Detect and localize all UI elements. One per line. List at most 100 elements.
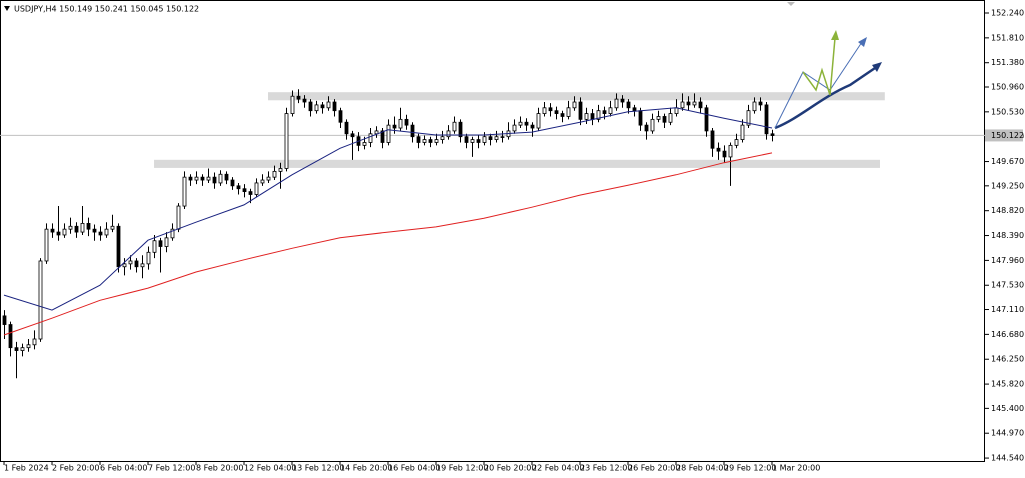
x-tick-label: 16 Feb 04:00: [388, 464, 440, 473]
y-tick-label: 144.540: [991, 454, 1024, 463]
candle-body: [728, 144, 733, 158]
candle-body: [290, 95, 295, 114]
candle-body: [452, 121, 457, 132]
y-tick-label: 148.820: [991, 206, 1024, 215]
candle-body: [416, 136, 421, 143]
x-tick-label: 8 Feb 20:00: [196, 464, 243, 473]
candle-body: [464, 136, 469, 143]
candle-body: [194, 176, 199, 181]
candle-body: [554, 110, 559, 114]
candle-body: [512, 124, 517, 132]
candle-body: [716, 147, 721, 152]
projection-arrows: [774, 30, 882, 130]
menu-arrow: [4, 6, 10, 11]
candle-body: [128, 260, 133, 265]
x-tick-label: 7 Feb 12:00: [148, 464, 195, 473]
candle-body: [548, 107, 553, 112]
candle-body: [146, 251, 151, 265]
candle-body: [734, 139, 739, 146]
candle-body: [26, 344, 31, 349]
last-price-label: 150.122: [991, 131, 1024, 140]
candle-body: [266, 176, 271, 181]
candle-body: [626, 101, 631, 109]
candle-body: [518, 121, 523, 126]
candle-body: [242, 188, 247, 193]
candle-body: [482, 136, 487, 143]
candle-body: [650, 118, 655, 132]
candle-body: [590, 113, 595, 120]
price-zone: [154, 159, 881, 168]
candle-body: [632, 107, 637, 112]
y-tick-label: 147.960: [991, 256, 1024, 265]
candle-body: [182, 176, 187, 207]
x-tick-label: 28 Feb 04:00: [676, 464, 728, 473]
candle-body: [536, 113, 541, 129]
candle-body: [530, 124, 535, 129]
x-tick-label: 22 Feb 04:00: [532, 464, 584, 473]
y-tick-label: 146.680: [991, 330, 1024, 339]
candle-body: [20, 347, 25, 351]
candle-body: [500, 136, 505, 138]
candle-body: [74, 225, 79, 233]
candle-body: [188, 176, 193, 181]
y-tick-label: 151.810: [991, 33, 1024, 42]
candle-body: [116, 225, 121, 268]
candle-body: [446, 130, 451, 138]
candle-body: [602, 110, 607, 114]
candle-body: [110, 225, 115, 230]
y-tick-label: 145.820: [991, 380, 1024, 389]
candle-body: [248, 191, 253, 195]
plot-frame: [0, 0, 985, 462]
candle-body: [680, 101, 685, 109]
candle-body: [458, 121, 463, 138]
candle-body: [278, 168, 283, 172]
candle-body: [8, 324, 13, 349]
candle-body: [140, 263, 145, 268]
y-tick-label: 151.380: [991, 58, 1024, 67]
arrow-head: [831, 30, 839, 40]
candle-body: [368, 133, 373, 143]
candle-body: [44, 228, 49, 262]
y-tick-label: 146.250: [991, 355, 1024, 364]
candle-body: [596, 110, 601, 120]
candle-body: [578, 101, 583, 120]
candle-body: [134, 260, 139, 268]
candle-body: [176, 205, 181, 230]
candle-body: [254, 182, 259, 195]
candle-body: [698, 101, 703, 109]
candle-body: [32, 338, 37, 346]
y-tick-label: 149.670: [991, 157, 1024, 166]
candle-body: [272, 170, 277, 178]
scenario-line: [774, 41, 863, 129]
y-tick-label: 148.390: [991, 231, 1024, 240]
candle-body: [362, 142, 367, 146]
candle-body: [332, 101, 337, 112]
x-tick-label: 23 Feb 12:00: [580, 464, 632, 473]
candle-body: [206, 176, 211, 181]
trend-arrow: [774, 64, 879, 130]
y-tick-label: 152.240: [991, 9, 1024, 18]
candle-body: [230, 179, 235, 187]
candle-body: [644, 124, 649, 132]
candle-body: [566, 107, 571, 117]
candle-body: [50, 228, 55, 233]
last-price-box: [985, 129, 1023, 142]
y-tick-label: 144.970: [991, 429, 1024, 438]
candle-body: [350, 133, 355, 138]
candle-body: [638, 110, 643, 126]
candle-body: [236, 185, 241, 190]
candle-body: [212, 176, 217, 184]
candle-body: [164, 237, 169, 247]
candle-body: [620, 98, 625, 103]
candle-body: [398, 118, 403, 129]
candle-body: [770, 133, 775, 136]
candle-body: [296, 95, 301, 100]
candle-body: [314, 104, 319, 112]
candle-body: [86, 222, 91, 230]
candle-body: [326, 101, 331, 109]
candle-body: [200, 176, 205, 181]
candle-body: [434, 139, 439, 143]
x-tick-label: 14 Feb 20:00: [340, 464, 392, 473]
candle-body: [320, 104, 325, 109]
